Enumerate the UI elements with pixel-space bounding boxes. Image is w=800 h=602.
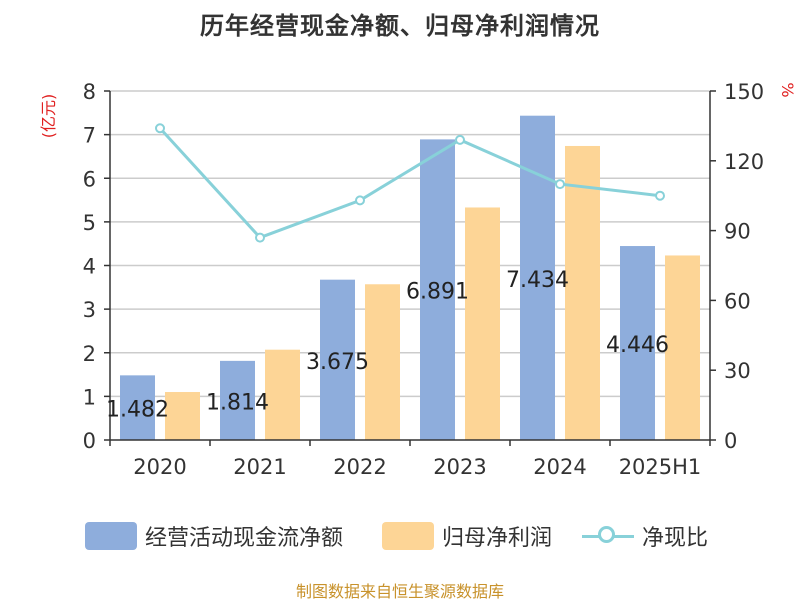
legend-label-cash-flow: 经营活动现金流净额 xyxy=(145,526,344,551)
y-right-tick-label: 0 xyxy=(724,429,737,453)
ratio-point xyxy=(155,123,165,134)
y-right-tick-label: 90 xyxy=(724,220,751,244)
y-left-tick-label: 6 xyxy=(83,167,96,191)
data-label-cash-flow: 1.814 xyxy=(206,390,269,415)
line-marker-icon xyxy=(582,522,634,550)
legend-item-net-profit[interactable]: 归母净利润 xyxy=(382,518,552,554)
y-right-tick-label: 30 xyxy=(724,359,751,383)
data-label-cash-flow: 6.891 xyxy=(406,280,469,305)
legend-swatch-cash-flow xyxy=(85,522,137,550)
data-label-cash-flow: 3.675 xyxy=(306,350,369,375)
legend-label-net-profit: 归母净利润 xyxy=(442,526,553,551)
y-right-tick-label: 150 xyxy=(724,80,764,104)
x-tick-label: 2024 xyxy=(533,455,586,479)
ratio-point xyxy=(455,134,465,145)
data-label-cash-flow: 1.482 xyxy=(106,398,169,423)
x-tick-label: 2025H1 xyxy=(619,455,702,479)
x-tick-label: 2023 xyxy=(433,455,486,479)
ratio-point xyxy=(355,195,365,206)
y-left-tick-label: 7 xyxy=(83,124,96,148)
legend-swatch-net-profit xyxy=(382,522,434,550)
bar-net-profit xyxy=(565,145,600,440)
y-left-tick-label: 1 xyxy=(83,385,96,409)
bar-net-profit xyxy=(265,349,300,440)
ratio-line xyxy=(158,127,661,240)
bar-cash-flow xyxy=(120,375,155,440)
bar-cash-flow xyxy=(220,360,255,440)
bar-net-profit xyxy=(165,392,200,440)
bar-cash-flow xyxy=(620,246,655,440)
y-left-tick-label: 4 xyxy=(83,255,96,279)
legend-label-ratio: 净现比 xyxy=(642,526,709,551)
chart-legend: 经营活动现金流净额 归母净利润 净现比 xyxy=(0,518,800,554)
y-left-tick-label: 0 xyxy=(83,429,96,453)
x-tick-label: 2022 xyxy=(333,455,386,479)
bar-net-profit xyxy=(465,207,500,440)
bar-cash-flow xyxy=(320,279,355,440)
y-left-tick-label: 3 xyxy=(83,298,96,322)
y-right-tick-label: 120 xyxy=(724,150,764,174)
data-label-cash-flow: 4.446 xyxy=(606,333,669,358)
data-label-cash-flow: 7.434 xyxy=(506,268,569,293)
bar-net-profit xyxy=(365,284,400,440)
bar-cash-flow xyxy=(420,139,455,440)
ratio-point xyxy=(555,179,565,190)
y-right-tick-label: 60 xyxy=(724,289,751,313)
ratio-point xyxy=(255,232,265,243)
x-tick-label: 2020 xyxy=(133,455,186,479)
source-note: 制图数据来自恒生聚源数据库 xyxy=(295,582,504,601)
ratio-point xyxy=(655,190,665,201)
bar-net-profit xyxy=(665,255,700,440)
chart-title: 历年经营现金净额、归母净利润情况 xyxy=(200,12,600,40)
y-left-tick-label: 2 xyxy=(83,342,96,366)
legend-item-cash-flow[interactable]: 经营活动现金流净额 xyxy=(85,518,343,554)
y-left-tick-label: 8 xyxy=(83,80,96,104)
y-left-tick-label: 5 xyxy=(83,211,96,235)
y-left-axis-label: (亿元) xyxy=(39,94,58,139)
x-tick-label: 2021 xyxy=(233,455,286,479)
y-right-axis-label: % xyxy=(778,82,797,97)
legend-item-ratio[interactable]: 净现比 xyxy=(582,518,708,554)
